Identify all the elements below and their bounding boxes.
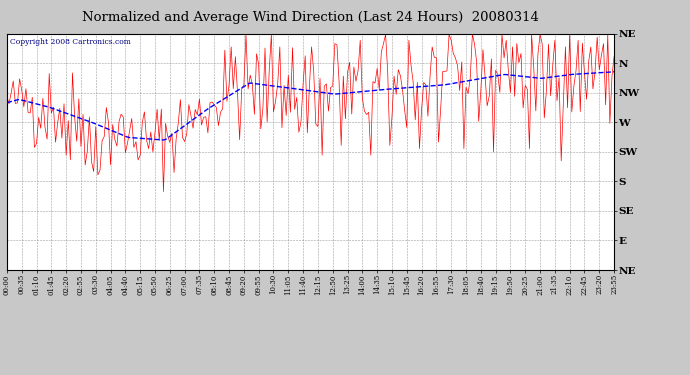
Text: Normalized and Average Wind Direction (Last 24 Hours)  20080314: Normalized and Average Wind Direction (L… <box>82 11 539 24</box>
Text: Copyright 2008 Cartronics.com: Copyright 2008 Cartronics.com <box>10 39 131 46</box>
